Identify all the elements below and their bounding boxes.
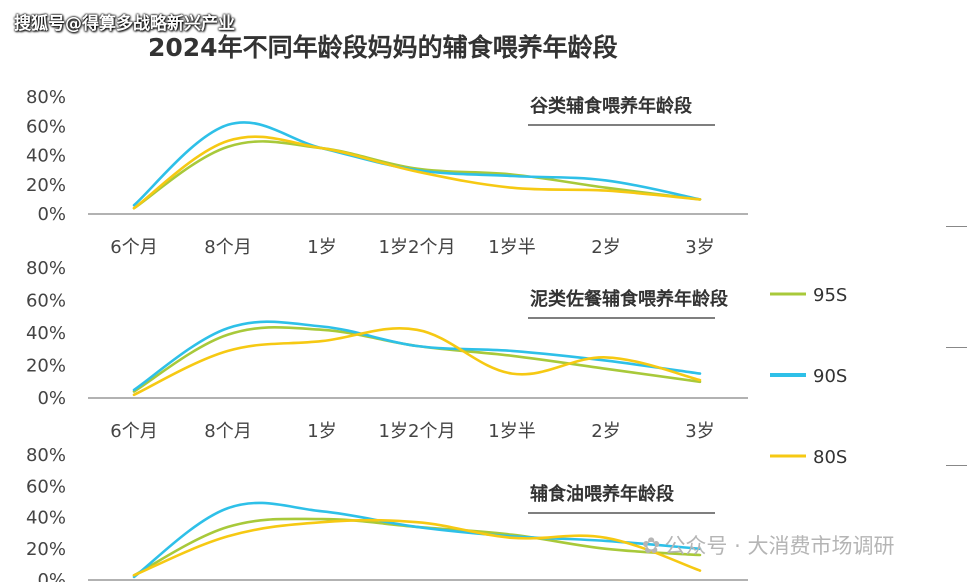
y-tick-label: 80% — [26, 258, 66, 279]
series-line-90S — [132, 501, 702, 579]
x-tick-label: 1岁2个月 — [379, 237, 456, 258]
series-line-80S — [132, 135, 702, 210]
edge-tick — [946, 347, 967, 348]
edge-tick — [946, 465, 967, 466]
y-tick-label: 20% — [26, 539, 66, 560]
y-tick-label: 20% — [26, 175, 66, 196]
x-tick-label: 3岁 — [685, 237, 714, 258]
wechat-icon: ✿ — [642, 534, 661, 559]
chart-panel-2: 80% 60% 40% 20% 0% 6个月 8个月 1岁 1岁2个月 1岁半 2岁 3岁 泥类佐餐辅食… — [26, 258, 748, 442]
chart-panel-3: 80% 60% 40% 20% 0% 辅食油喂养年龄段 — [26, 445, 748, 582]
legend-label-95S: 95S — [813, 285, 847, 306]
series-line-80S — [132, 518, 702, 577]
x-tick-label: 1岁半 — [488, 421, 535, 442]
y-tick-label: 0% — [37, 204, 66, 225]
y-tick-label: 0% — [37, 388, 66, 409]
legend-label-80S: 80S — [813, 447, 847, 468]
y-tick-label: 60% — [26, 476, 66, 497]
x-tick-label: 6个月 — [110, 421, 157, 442]
x-tick-label: 1岁2个月 — [379, 421, 456, 442]
chart-title: 2024年不同年龄段妈妈的辅食喂养年龄段 — [148, 33, 618, 62]
chart-panel-1: 80% 60% 40% 20% 0% 6个月 8个月 1岁 1岁2个月 1岁半 2岁 3岁 谷类辅食喂养… — [26, 87, 748, 258]
series-line-80S — [132, 327, 702, 397]
x-tick-label: 2岁 — [591, 237, 620, 258]
legend: 95S 90S 80S — [770, 285, 847, 468]
panel-title: 谷类辅食喂养年龄段 — [530, 95, 693, 117]
y-tick-label: 60% — [26, 116, 66, 137]
x-tick-label: 8个月 — [204, 237, 251, 258]
series-line-90S — [132, 121, 702, 207]
series-line-90S — [132, 320, 702, 392]
y-tick-label: 0% — [37, 570, 66, 582]
x-tick-label: 1岁半 — [488, 237, 535, 258]
legend-label-90S: 90S — [813, 366, 847, 387]
panel-title: 泥类佐餐辅食喂养年龄段 — [530, 288, 729, 310]
y-tick-label: 80% — [26, 445, 66, 466]
y-tick-label: 40% — [26, 146, 66, 167]
y-tick-label: 40% — [26, 323, 66, 344]
edge-tick — [946, 226, 967, 227]
y-tick-label: 80% — [26, 87, 66, 108]
series-line-95S — [132, 140, 702, 210]
watermark-wechat: ✿ 公众号 · 大消费市场调研 — [642, 530, 894, 560]
x-tick-label: 1岁 — [307, 237, 336, 258]
y-tick-label: 40% — [26, 508, 66, 529]
y-tick-label: 20% — [26, 356, 66, 377]
watermark-sohu: 搜狐号@得算多战略新兴产业 — [14, 14, 235, 34]
x-tick-label: 8个月 — [204, 421, 251, 442]
x-tick-label: 6个月 — [110, 237, 157, 258]
x-tick-label: 2岁 — [591, 421, 620, 442]
y-tick-label: 60% — [26, 291, 66, 312]
watermark-wechat-text: 公众号 · 大消费市场调研 — [664, 534, 895, 558]
panel-title: 辅食油喂养年龄段 — [530, 483, 675, 505]
x-tick-label: 3岁 — [685, 421, 714, 442]
x-tick-label: 1岁 — [307, 421, 336, 442]
